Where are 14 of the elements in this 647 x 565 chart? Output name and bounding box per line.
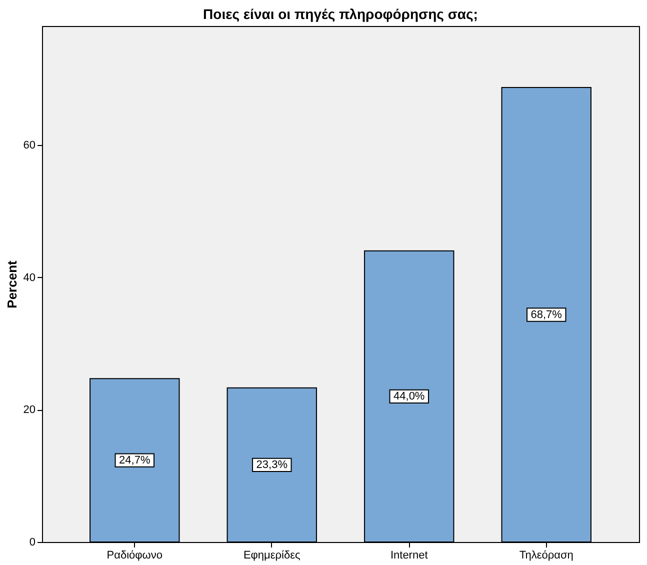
x-tick-label: Ραδιόφωνο (106, 550, 163, 562)
data-label: 24,7% (119, 454, 150, 466)
chart-title: Ποιες είναι οι πηγές πληροφόρησης σας; (203, 6, 478, 22)
data-label: 68,7% (530, 308, 562, 321)
x-tick-label: Εφημερίδες (243, 550, 300, 562)
data-label: 44,0% (394, 390, 425, 402)
y-tick-label: 60 (23, 140, 36, 152)
y-axis-title: Percent (4, 260, 20, 308)
x-tick-label: Τηλεόραση (519, 550, 574, 562)
data-label: 23,3% (256, 458, 288, 471)
y-tick-label: 0 (29, 536, 36, 548)
y-tick-label: 20 (23, 404, 36, 416)
x-tick-label: Internet (390, 550, 428, 562)
y-tick-label: 40 (23, 272, 36, 284)
